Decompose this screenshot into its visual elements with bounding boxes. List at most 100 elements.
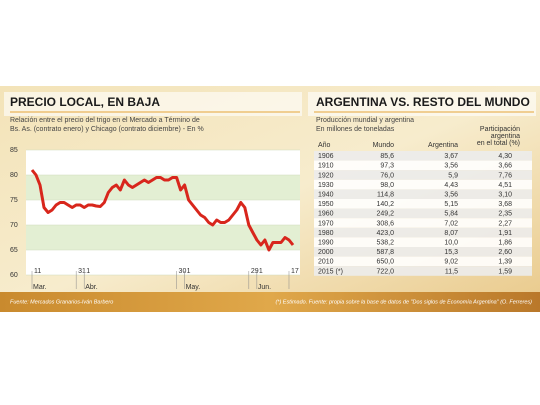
price-line: [30, 169, 295, 252]
table-cell: 11,5: [445, 268, 458, 275]
table-cell: 2,35: [498, 211, 512, 218]
table-row: [314, 218, 532, 228]
table-cell: 1930: [318, 182, 334, 189]
table-header: Mundo: [373, 142, 395, 149]
table-row: [314, 256, 532, 267]
month-label: Abr.: [85, 284, 98, 291]
table-title: ARGENTINA VS. RESTO DEL MUNDO: [316, 95, 530, 109]
table-cell: 114,8: [377, 192, 394, 199]
table-cell: 1980: [318, 230, 334, 237]
table-cell: 7,76: [498, 172, 512, 179]
table-cell: 3,56: [444, 163, 458, 170]
y-tick-label: 75: [10, 197, 18, 204]
table-cell: 1906: [318, 153, 334, 160]
x-tick-label: 1: [86, 268, 90, 275]
table-cell: 1,86: [498, 240, 512, 247]
table-cell: 1990: [318, 240, 334, 247]
table-cell: 1,59: [498, 268, 512, 275]
footer-band: [0, 292, 540, 312]
table-header: Año: [318, 142, 331, 149]
month-label: May.: [186, 284, 201, 291]
y-tick-label: 70: [10, 222, 18, 229]
table-header: Argentina: [428, 142, 458, 149]
table-subtitle: Producción mundial y argentina: [316, 117, 414, 124]
table-cell: 3,10: [498, 192, 512, 199]
table-cell: 1950: [318, 201, 334, 208]
y-tick-label: 80: [10, 172, 18, 179]
table-cell: 1910: [318, 163, 334, 170]
table-cell: 2,60: [498, 249, 512, 256]
table-cell: 3,67: [444, 153, 458, 160]
table-cell: 2015 (*): [318, 268, 343, 275]
table-cell: 5,15: [444, 201, 458, 208]
table-cell: 1,39: [498, 259, 512, 266]
table-cell: 249,2: [376, 211, 394, 218]
table-row: [314, 208, 532, 219]
table-cell: 538,2: [376, 240, 394, 247]
table-cell: 4,43: [444, 182, 458, 189]
table-cell: 98,0: [380, 182, 394, 189]
table-cell: 2,27: [498, 220, 512, 227]
table-cell: 650,0: [376, 259, 394, 266]
table-row: [314, 227, 532, 238]
x-tick-label: 11: [34, 268, 41, 275]
grid-band: [26, 225, 300, 250]
table-row: [314, 160, 532, 171]
table-cell: 85,6: [380, 153, 394, 160]
table-cell: 9,02: [444, 259, 458, 266]
table-cell: 1960: [318, 211, 334, 218]
table-cell: 15,3: [444, 249, 458, 256]
table-cell: 8,07: [444, 230, 458, 237]
table-cell: 10,0: [444, 240, 458, 247]
table-header: argentina: [491, 133, 520, 140]
table-cell: 1970: [318, 220, 334, 227]
table-cell: 2010: [318, 259, 334, 266]
table-header: Participación: [480, 126, 520, 133]
table-cell: 1940: [318, 192, 334, 199]
table-cell: 5,84: [444, 211, 458, 218]
table-header: en el total (%): [477, 140, 520, 147]
x-tick-label: 30: [179, 268, 187, 275]
chart-subtitle: Bs. As. (contrato enero) y Chicago (cont…: [10, 126, 204, 133]
plot-area: [26, 150, 300, 275]
table-row: [314, 199, 532, 209]
table-cell: 76,0: [380, 172, 394, 179]
table-cell: 1,91: [498, 230, 512, 237]
table: Año Mundo Argentina Participaciónargentinae…: [314, 126, 532, 276]
table-row: [314, 170, 532, 180]
table-cell: 3,68: [498, 201, 512, 208]
y-tick-label: 85: [10, 147, 18, 154]
x-tick-label: 17: [291, 268, 299, 275]
table-cell: 140,2: [376, 201, 394, 208]
table-cell: 722,0: [376, 268, 394, 275]
chart-title: PRECIO LOCAL, EN BAJA: [10, 95, 160, 109]
x-tick-label: 29: [251, 268, 259, 275]
table-row: [314, 179, 532, 190]
table-cell: 308,6: [376, 220, 394, 227]
table-row: [314, 266, 532, 276]
table-row: [314, 237, 532, 247]
table-row: [314, 189, 532, 199]
chart-source: Fuente: Mercados Granarios-Iván Barbero: [10, 299, 113, 305]
table-cell: 2000: [318, 249, 334, 256]
table-cell: 1920: [318, 172, 334, 179]
y-tick-label: 65: [10, 247, 18, 254]
table-row: [314, 151, 532, 161]
x-tick-label: 31: [78, 268, 86, 275]
table-cell: 3,66: [498, 163, 512, 170]
table-cell: 587,8: [376, 249, 394, 256]
chart-subtitle: Relación entre el precio del trigo en el…: [10, 117, 200, 124]
table-cell: 7,02: [444, 220, 458, 227]
month-label: Mar.: [33, 284, 47, 291]
table-cell: 4,30: [498, 153, 512, 160]
month-label: Jun.: [258, 284, 271, 291]
table-row: [314, 247, 532, 257]
table-cell: 423,0: [376, 230, 394, 237]
x-tick-label: 1: [259, 268, 263, 275]
table-cell: 5,9: [448, 172, 458, 179]
table-cell: 97,3: [380, 163, 394, 170]
table-cell: 4,51: [498, 182, 512, 189]
